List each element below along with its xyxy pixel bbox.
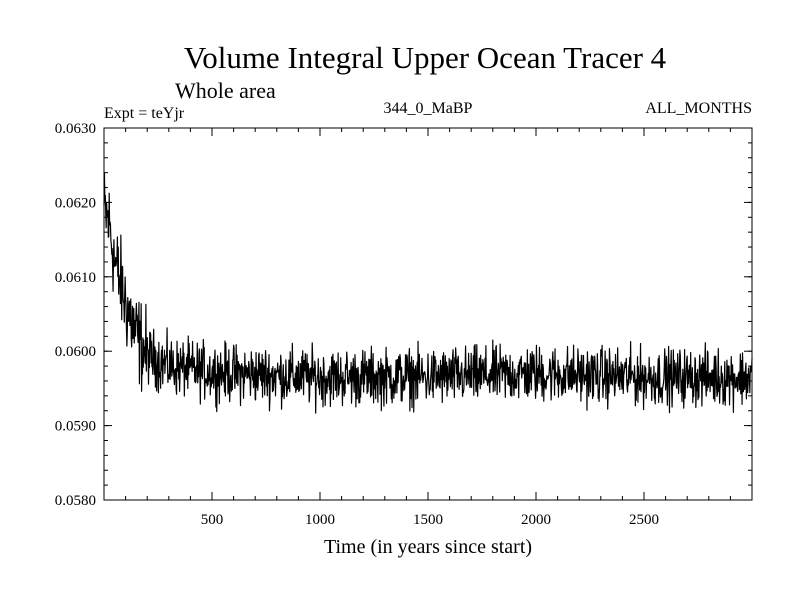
x-axis-label: Time (in years since start): [324, 536, 532, 558]
x-tick-label: 1500: [413, 512, 443, 528]
y-tick-label: 0.0580: [55, 493, 96, 509]
series-line: [103, 172, 753, 414]
run-label: 344_0_MaBP: [384, 100, 473, 117]
chart-subtitle: Whole area: [175, 78, 276, 103]
x-tick-label: 2500: [629, 512, 659, 528]
y-tick-label: 0.0620: [55, 195, 96, 211]
x-axis: 500 1000 1500 2000 2500: [103, 128, 753, 528]
plot-frame: [103, 127, 753, 501]
expt-label: Expt = teYjr: [104, 105, 185, 122]
x-tick-label: 500: [201, 512, 224, 528]
y-tick-label: 0.0600: [55, 344, 96, 360]
x-tick-label: 1000: [305, 512, 335, 528]
series-layer: [103, 172, 753, 414]
y-tick-label: 0.0630: [55, 121, 96, 137]
y-axis: 0.0580 0.0590 0.0600 0.0610 0.0620 0.0630: [55, 121, 752, 509]
chart-title: Volume Integral Upper Ocean Tracer 4: [184, 40, 667, 75]
period-label: ALL_MONTHS: [645, 100, 752, 117]
y-tick-label: 0.0610: [55, 270, 96, 286]
y-tick-label: 0.0590: [55, 419, 96, 435]
x-tick-label: 2000: [521, 512, 551, 528]
